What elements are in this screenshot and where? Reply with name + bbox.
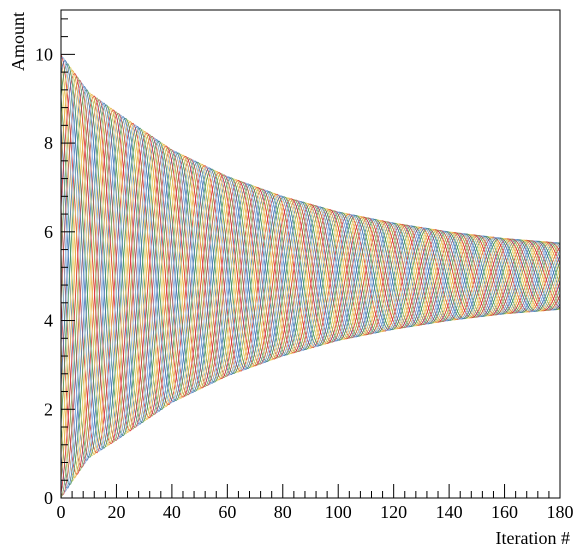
x-tick-label: 60 [218,502,236,522]
series-layer [60,54,561,499]
series-line-27 [60,66,561,448]
y-tick-label: 10 [35,44,53,64]
y-axis-title: Amount [8,12,28,71]
x-tick-label: 140 [436,502,463,522]
y-tick-label: 4 [44,311,53,331]
x-tick-label: 120 [380,502,407,522]
series-line-8 [60,111,561,472]
plot-frame [60,9,561,499]
x-tick-label: 80 [274,502,292,522]
series-line-25 [60,72,561,445]
x-tick-label: 180 [547,502,574,522]
series-line-29 [60,59,561,451]
series-line-30 [60,56,561,452]
y-tick-label: 6 [44,222,53,242]
x-tick-label: 40 [163,502,181,522]
series-line-12 [60,104,561,486]
series-line-10 [60,107,561,479]
series-line-15 [60,99,561,496]
x-tick-label: 100 [325,502,352,522]
series-line-23 [60,79,561,441]
y-tick-label: 0 [44,488,53,508]
y-tick-label: 2 [44,399,53,419]
series-line-14 [60,100,561,493]
series-line-24 [60,76,561,443]
y-tick-label: 8 [44,133,53,153]
x-tick-label: 160 [491,502,518,522]
series-line-28 [60,63,561,449]
x-tick-label: 20 [107,502,125,522]
x-axis-title: Iteration # [496,528,570,548]
x-tick-label: 0 [57,502,66,522]
series-line-13 [60,102,561,489]
series-line-9 [60,109,561,475]
ticks-layer: 0 20 40 60 80 100 120 140 160 180 0 2 4 6 8 10 [35,18,574,522]
